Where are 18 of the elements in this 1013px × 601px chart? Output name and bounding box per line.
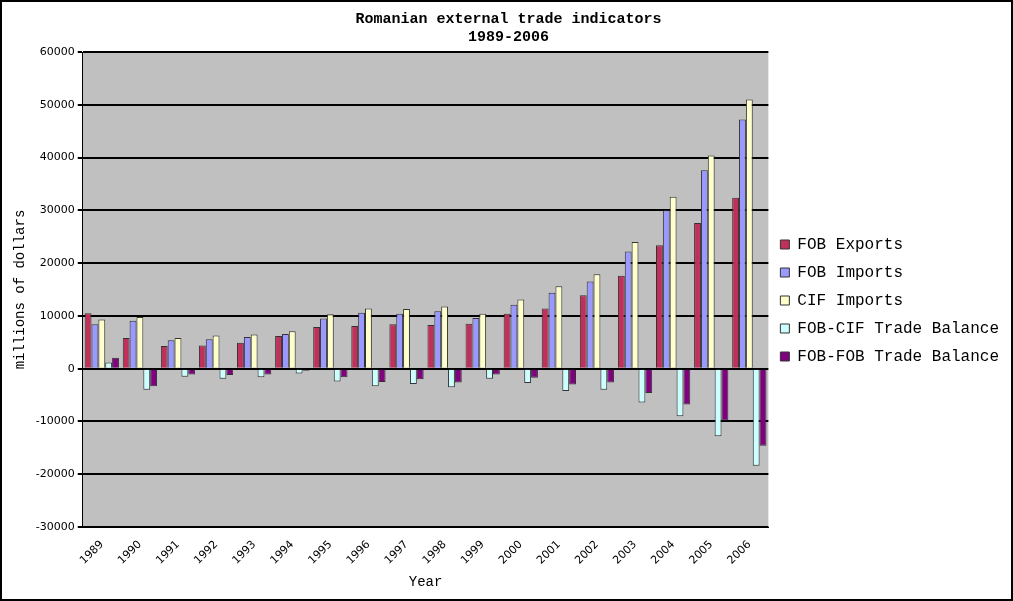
y-tick-label: 50000 (39, 97, 75, 111)
y-tick-label: 0 (67, 361, 75, 375)
y-tick-label: 30000 (39, 203, 75, 217)
legend-label: FOB-CIF Trade Balance (797, 319, 1000, 338)
chart-title: Romanian external trade indicators 1989-2006 (355, 10, 662, 46)
legend-label: FOB Exports (797, 235, 903, 254)
y-tick-label: -30000 (35, 519, 75, 533)
y-tick-label: -10000 (35, 414, 75, 428)
x-axis-title: Year (408, 574, 443, 591)
legend-label: FOB-FOB Trade Balance (797, 347, 1000, 366)
legend-label: FOB Imports (797, 263, 903, 282)
y-axis-title: millions of dollars (12, 209, 29, 370)
y-tick-label: 40000 (39, 150, 75, 164)
y-tick-label: 10000 (39, 308, 75, 322)
y-tick-label: 60000 (39, 44, 75, 58)
legend-label: CIF Imports (797, 291, 903, 310)
y-tick-label: 20000 (39, 256, 75, 269)
y-tick-label: -20000 (35, 467, 75, 481)
